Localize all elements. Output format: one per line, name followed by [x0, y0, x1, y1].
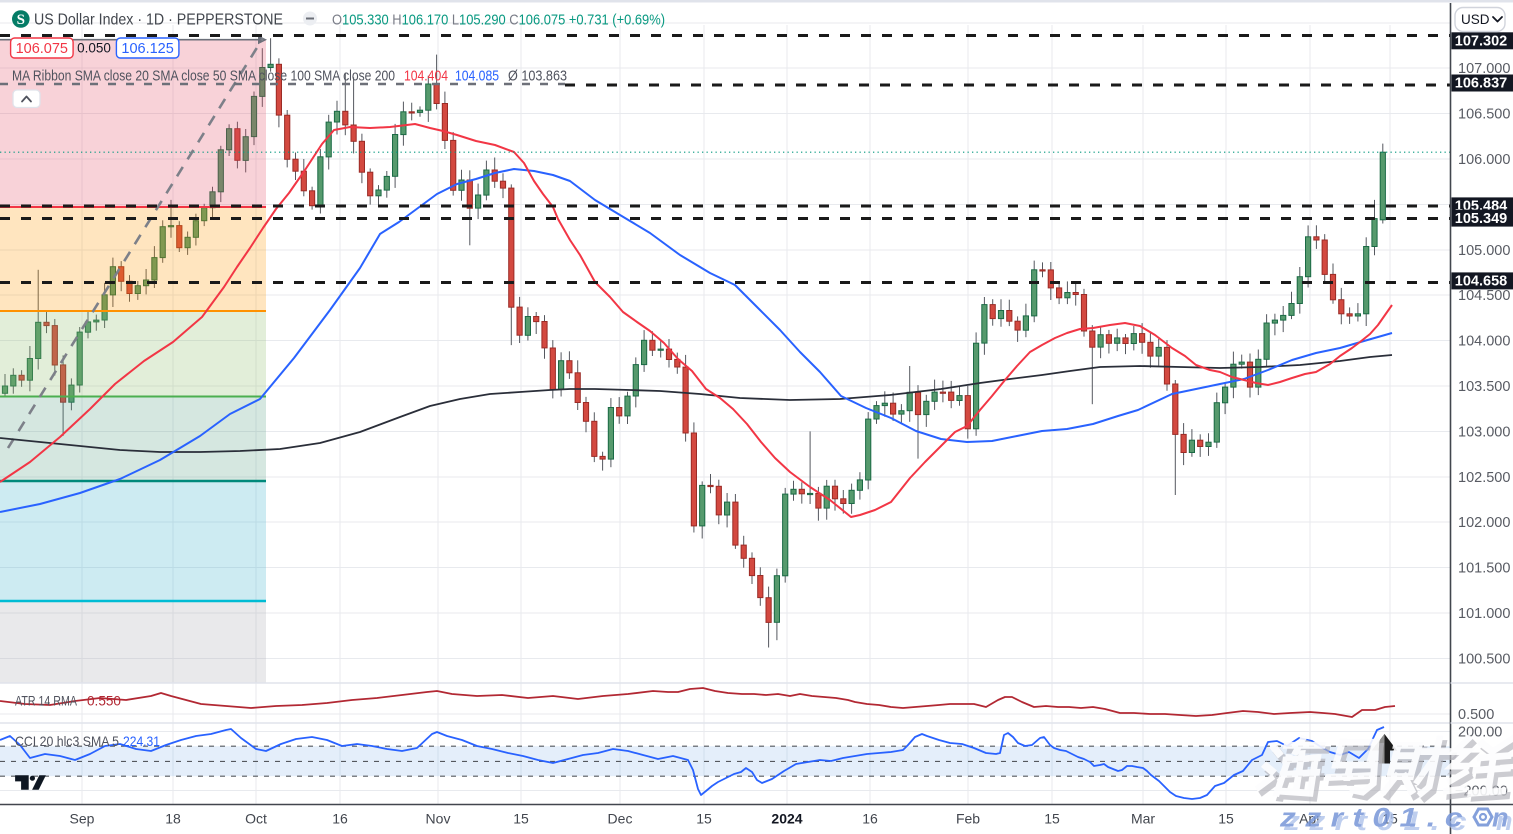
svg-text:Apr: Apr: [1299, 811, 1321, 827]
svg-text:CCI 20 hlc3 SMA 5: CCI 20 hlc3 SMA 5: [15, 733, 119, 749]
svg-text:n: n: [1492, 803, 1513, 833]
svg-text:zzrt01.c: zzrt01.c: [1279, 803, 1472, 833]
svg-text:Feb: Feb: [956, 811, 980, 827]
svg-text:15: 15: [1044, 811, 1060, 827]
svg-text:15: 15: [1382, 811, 1398, 827]
svg-text:Sep: Sep: [70, 811, 95, 827]
svg-text:102.500: 102.500: [1458, 470, 1510, 486]
svg-text:107.000: 107.000: [1458, 61, 1510, 77]
svg-text:US Dollar Index · 1D · PEPPERS: US Dollar Index · 1D · PEPPERSTONE: [34, 12, 283, 29]
svg-text:102.000: 102.000: [1458, 515, 1510, 531]
svg-text:15: 15: [696, 811, 712, 827]
svg-text:104.000: 104.000: [1458, 334, 1510, 350]
svg-text:106.500: 106.500: [1458, 107, 1510, 123]
svg-text:105.000: 105.000: [1458, 243, 1510, 259]
svg-text:2024: 2024: [771, 811, 802, 827]
svg-text:18: 18: [165, 811, 181, 827]
svg-text:USD: USD: [1461, 12, 1490, 27]
svg-text:zzrt01.c: zzrt01.c: [1283, 806, 1476, 834]
svg-text:16: 16: [332, 811, 348, 827]
svg-text:0.550: 0.550: [87, 693, 121, 709]
svg-text:n: n: [1496, 806, 1513, 834]
svg-text:15: 15: [513, 811, 529, 827]
svg-text:O105.330 H106.170 L105.290 C10: O105.330 H106.170 L105.290 C106.075 +0.7…: [332, 12, 665, 29]
svg-text:0.050: 0.050: [77, 41, 111, 56]
svg-text:101.500: 101.500: [1458, 561, 1510, 577]
svg-text:Mar: Mar: [1131, 811, 1155, 827]
svg-text:106.075: 106.075: [16, 41, 68, 57]
svg-text:103.000: 103.000: [1458, 424, 1510, 440]
svg-text:Oct: Oct: [245, 811, 267, 827]
svg-text:Ø 103.863: Ø 103.863: [508, 68, 567, 85]
svg-text:104.404: 104.404: [404, 68, 448, 85]
svg-text:16: 16: [862, 811, 878, 827]
svg-text:106.125: 106.125: [121, 41, 173, 57]
svg-text:104.085: 104.085: [455, 68, 499, 85]
svg-text:104.500: 104.500: [1458, 288, 1510, 304]
svg-text:MA Ribbon SMA close 20 SMA clo: MA Ribbon SMA close 20 SMA close 50 SMA …: [12, 68, 395, 85]
svg-text:224.31: 224.31: [123, 733, 160, 749]
svg-text:106.000: 106.000: [1458, 152, 1510, 168]
svg-text:105.349: 105.349: [1455, 211, 1507, 227]
svg-text:S: S: [17, 12, 25, 28]
svg-text:0.500: 0.500: [1458, 707, 1494, 723]
svg-text:103.500: 103.500: [1458, 379, 1510, 395]
svg-text:106.837: 106.837: [1455, 76, 1507, 92]
svg-text:101.000: 101.000: [1458, 606, 1510, 622]
svg-text:ATR 14 RMA: ATR 14 RMA: [15, 693, 77, 709]
svg-text:Dec: Dec: [608, 811, 633, 827]
svg-text:107.302: 107.302: [1455, 33, 1507, 49]
svg-text:104.658: 104.658: [1455, 274, 1507, 290]
svg-text:100.500: 100.500: [1458, 651, 1510, 667]
svg-text:Nov: Nov: [426, 811, 451, 827]
svg-text:15: 15: [1218, 811, 1234, 827]
